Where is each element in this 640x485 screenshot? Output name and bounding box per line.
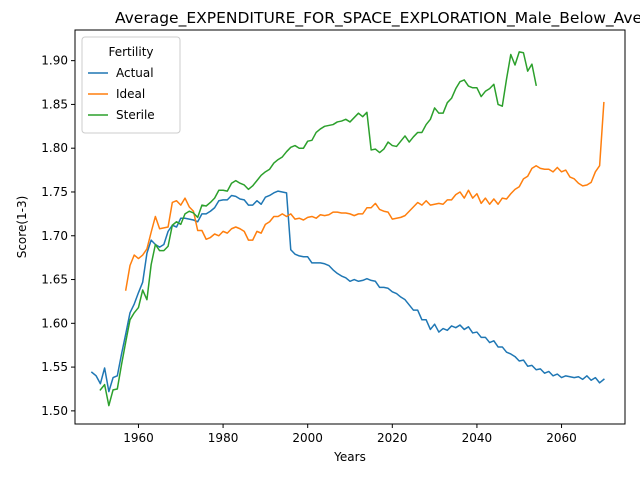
y-tick-label: 1.60	[41, 316, 68, 330]
y-tick-label: 1.80	[41, 141, 68, 155]
legend-box	[81, 36, 181, 134]
x-axis-label: Years	[333, 450, 366, 464]
legend-label-sterile: Sterile	[116, 108, 155, 122]
y-tick-label: 1.50	[41, 404, 68, 418]
x-tick-label: 2020	[377, 431, 408, 445]
y-tick-label: 1.90	[41, 54, 68, 68]
x-tick-label: 1980	[208, 431, 239, 445]
plot-frame	[74, 29, 626, 425]
x-axis-ticks: 1960 1980 2000 2020 2040 2060	[123, 424, 577, 445]
y-tick-label: 1.65	[41, 273, 68, 287]
y-tick-label: 1.70	[41, 229, 68, 243]
x-tick-label: 2040	[462, 431, 493, 445]
y-tick-label: 1.75	[41, 185, 68, 199]
y-tick-label: 1.85	[41, 97, 68, 111]
legend-title: Fertility	[108, 45, 153, 59]
legend-label-actual: Actual	[116, 66, 154, 80]
y-axis-ticks: 1.50 1.55 1.60 1.65 1.70 1.75 1.80 1.85 1.90	[41, 54, 75, 418]
y-tick-label: 1.55	[41, 360, 68, 374]
x-tick-label: 1960	[123, 431, 154, 445]
y-axis-label: Score(1-3)	[15, 196, 29, 259]
legend-label-ideal: Ideal	[116, 87, 145, 101]
chart-title: Average_EXPENDITURE_FOR_SPACE_EXPLORATIO…	[115, 9, 640, 28]
series-layer	[90, 51, 605, 407]
series-line-ideal	[124, 101, 605, 291]
x-tick-label: 2000	[292, 431, 323, 445]
legend: Fertility Actual Ideal Sterile	[81, 36, 181, 134]
series-line-sterile	[99, 51, 538, 407]
series-line-actual	[90, 190, 605, 393]
legend-items: Actual Ideal Sterile	[88, 66, 155, 122]
x-tick-label: 2060	[546, 431, 577, 445]
